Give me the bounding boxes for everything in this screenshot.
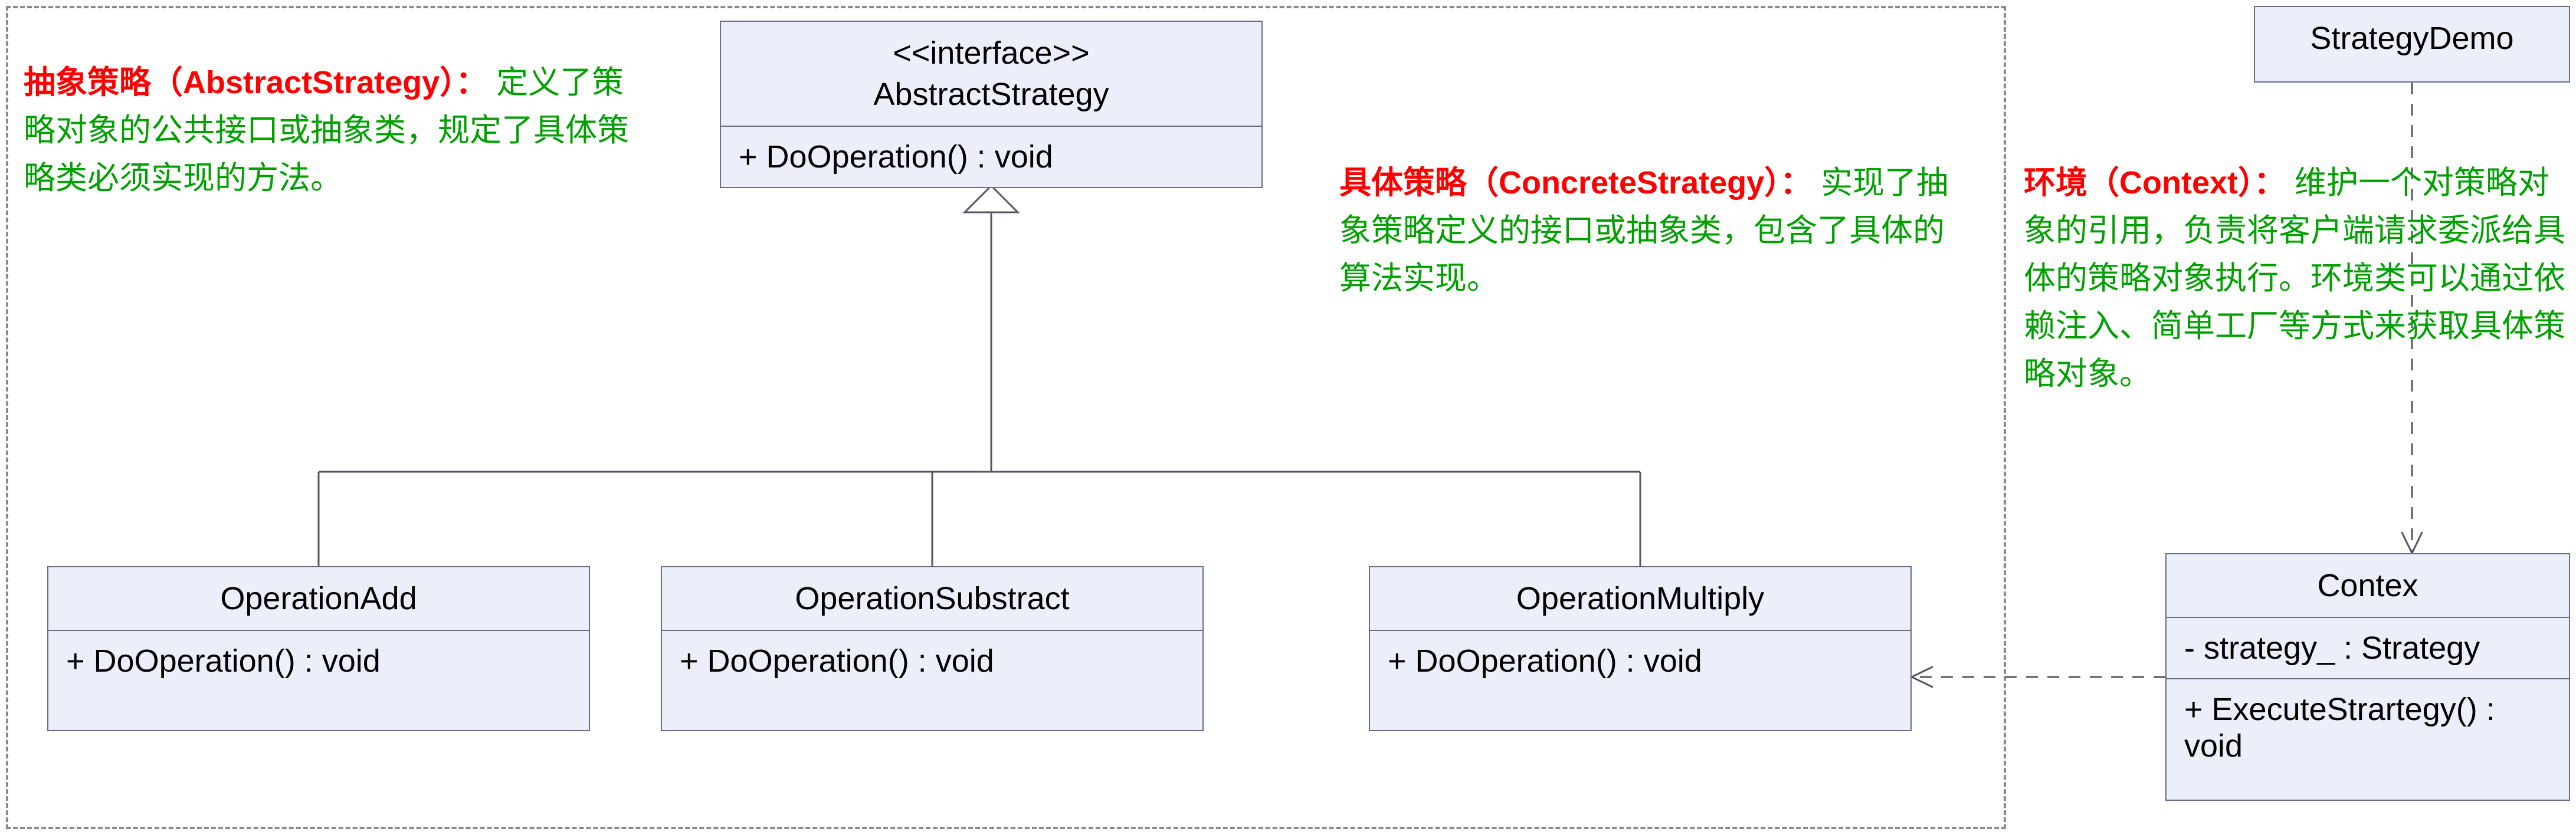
method-row: + DoOperation() : void [48,631,589,691]
annotation-context: 环境（Context）： 维护一个对策略对象的引用，负责将客户端请求委派给具体的… [2024,159,2567,398]
attr-row: - strategy_ : Strategy [2167,618,2569,679]
class-strategy-demo: StrategyDemo [2254,6,2570,83]
class-name: OperationMultiply [1376,578,1905,619]
method-row: + ExecuteStrartegy() : void [2167,679,2569,776]
annotation-title: 环境（Context）： [2024,165,2286,200]
class-operation-multiply: OperationMultiply + DoOperation() : void [1369,566,1912,731]
class-name: OperationAdd [54,578,583,619]
class-header: OperationSubstract [662,567,1202,631]
method-row: + DoOperation() : void [721,127,1261,187]
class-name: OperationSubstract [668,578,1197,619]
class-abstract-strategy: <<interface>> AbstractStrategy + DoOpera… [720,21,1263,188]
method-row: + DoOperation() : void [662,631,1202,691]
annotation-abstract-strategy: 抽象策略（AbstractStrategy）： 定义了策略对象的公共接口或抽象类… [24,59,643,202]
class-name: AbstractStrategy [727,74,1256,115]
class-header: StrategyDemo [2255,7,2569,70]
annotation-concrete-strategy: 具体策略（ConcreteStrategy）： 实现了抽象策略定义的接口或抽象类… [1339,159,1959,303]
class-header: OperationMultiply [1370,567,1910,631]
stereotype-label: <<interface>> [727,32,1256,74]
class-header: OperationAdd [48,567,589,631]
class-name: StrategyDemo [2261,18,2563,59]
class-name: Contex [2172,565,2563,606]
class-header: Contex [2167,554,2569,618]
class-operation-add: OperationAdd + DoOperation() : void [47,566,590,731]
annotation-title: 具体策略（ConcreteStrategy）： [1339,165,1812,200]
class-operation-substract: OperationSubstract + DoOperation() : voi… [661,566,1204,731]
class-header: <<interface>> AbstractStrategy [721,22,1261,127]
annotation-title: 抽象策略（AbstractStrategy）： [24,65,487,100]
class-context: Contex - strategy_ : Strategy + ExecuteS… [2165,553,2570,801]
method-row: + DoOperation() : void [1370,631,1910,691]
